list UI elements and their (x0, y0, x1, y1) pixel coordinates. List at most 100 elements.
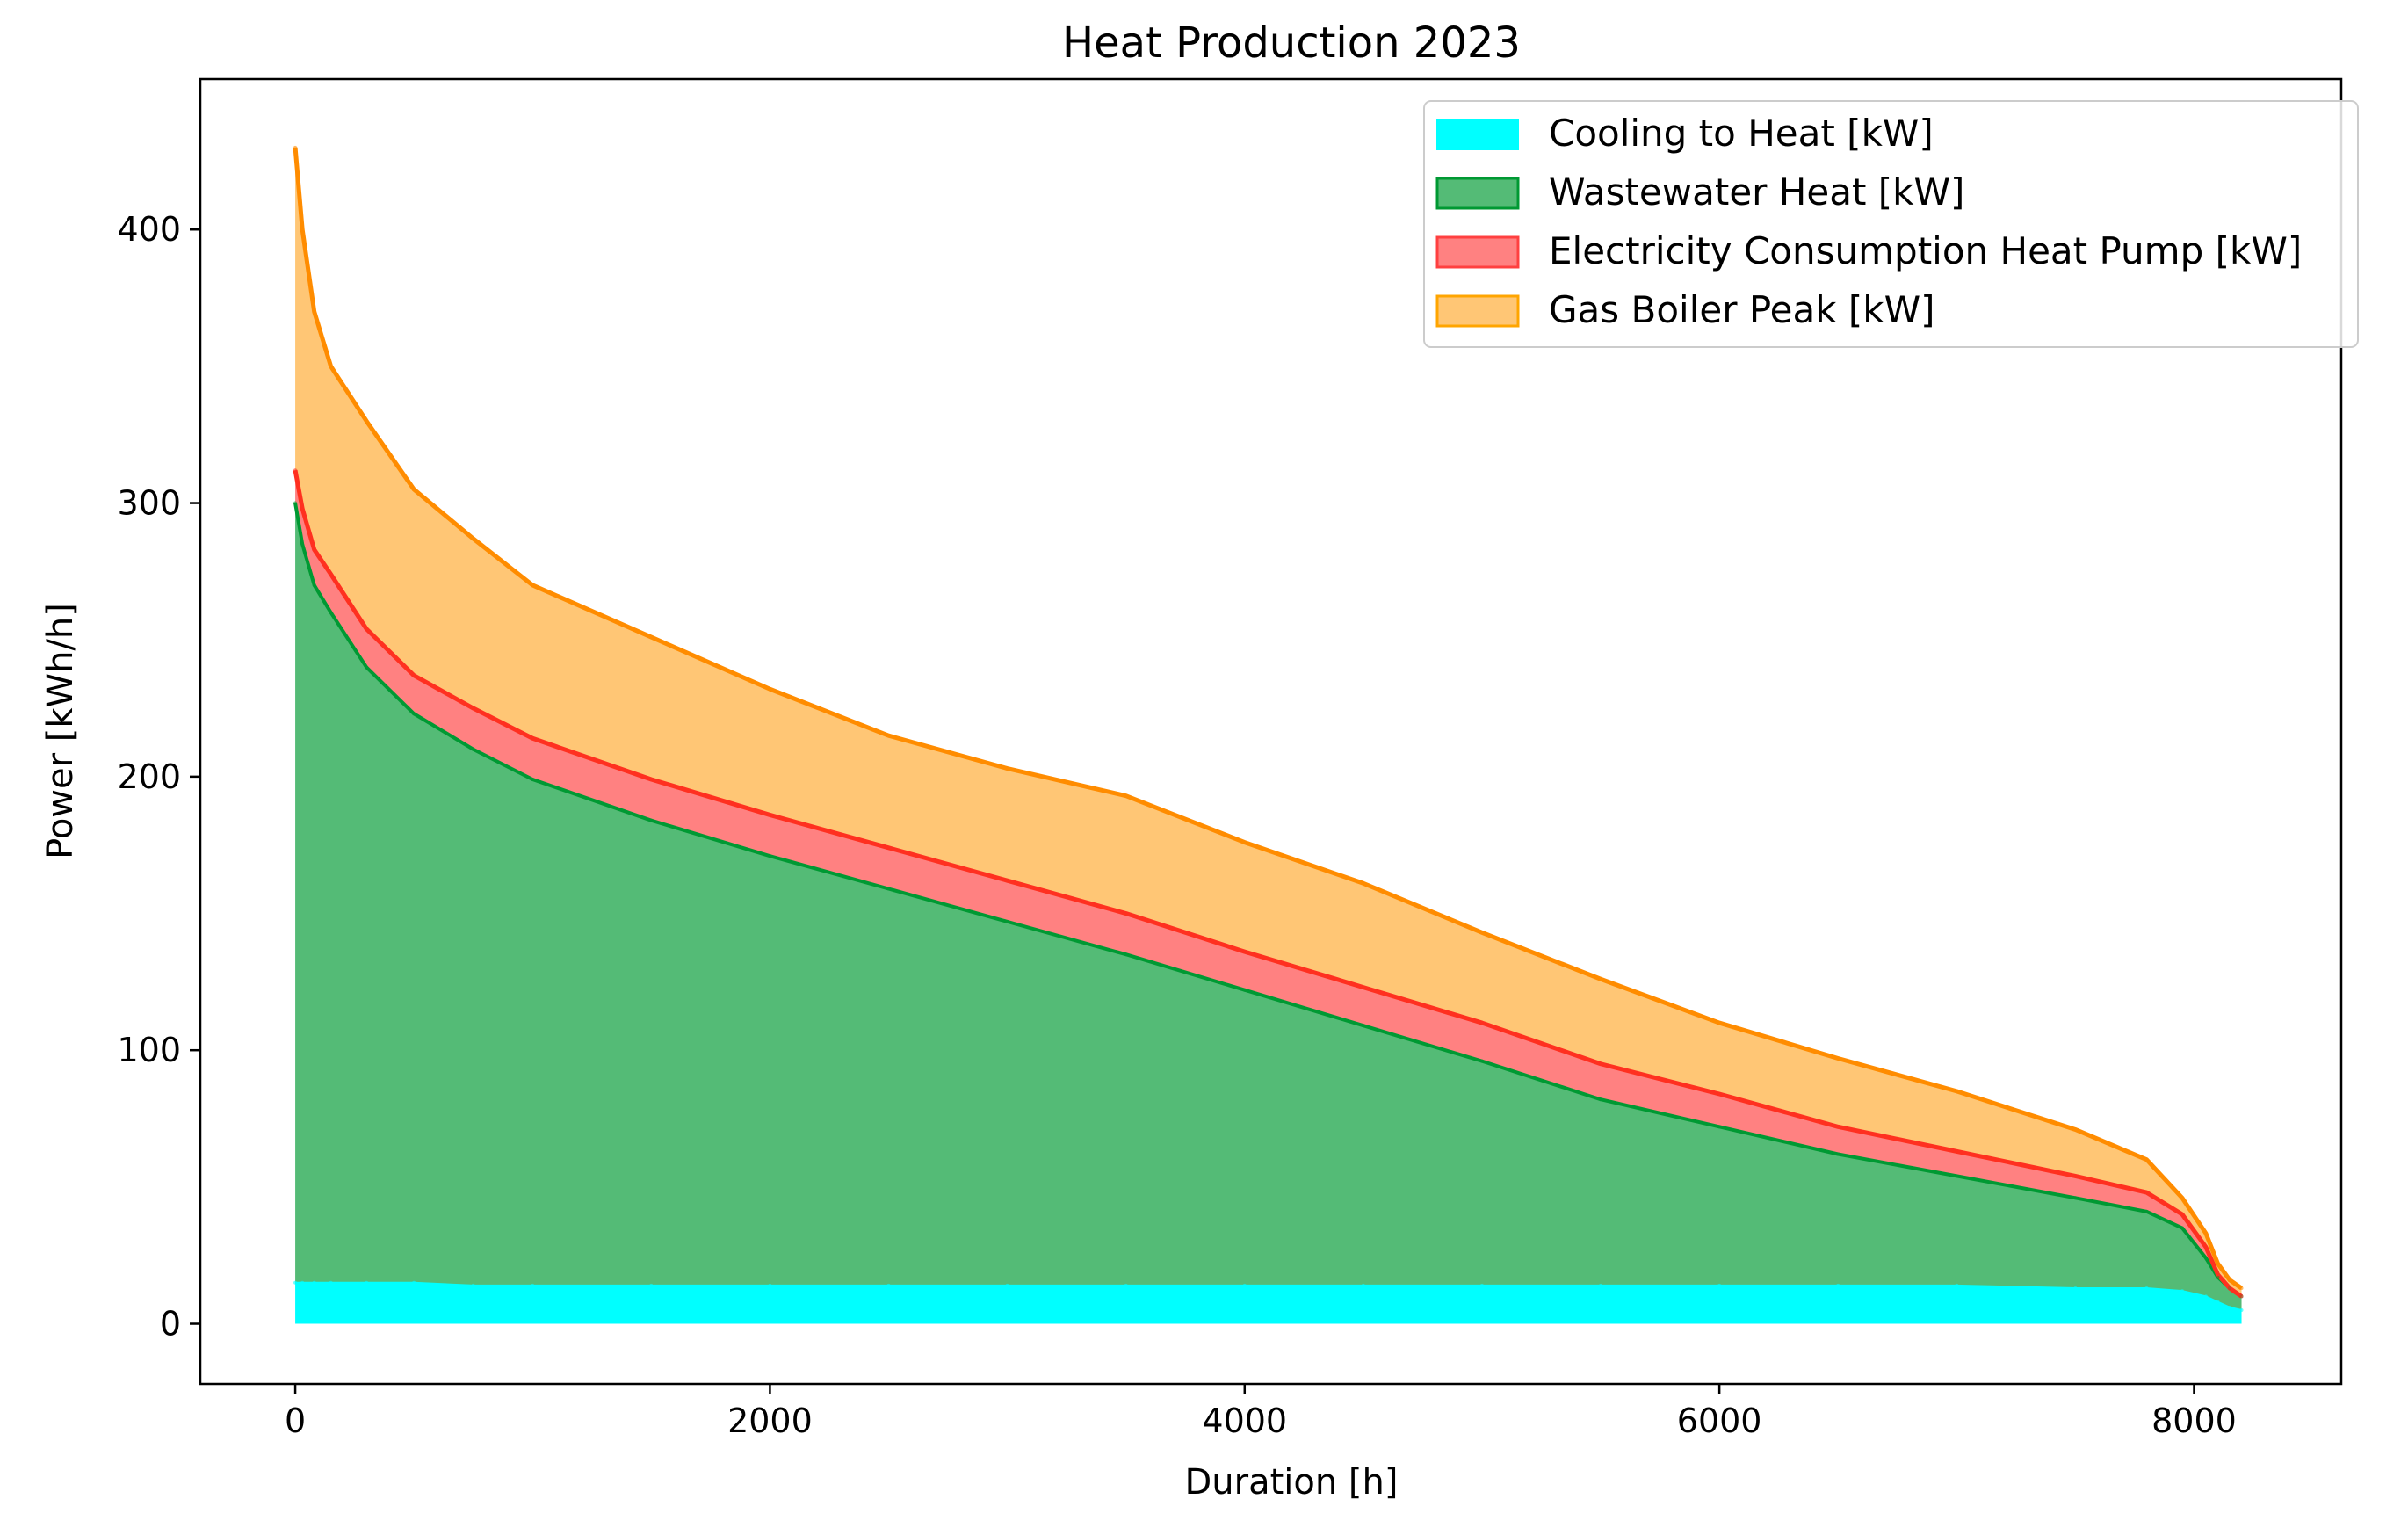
point-cooling-15 (1479, 1283, 1484, 1287)
point-cooling-9 (768, 1283, 772, 1287)
point-electricity-10 (886, 845, 891, 850)
point-electricity-2 (312, 547, 316, 552)
y-tick-label-1: 100 (117, 1031, 181, 1069)
point-wastewater-9 (768, 854, 772, 858)
point-wastewater-7 (531, 777, 535, 781)
point-gas-9 (768, 687, 772, 692)
point-gas-16 (1599, 977, 1603, 981)
point-wastewater-6 (471, 747, 475, 751)
point-cooling-26 (2239, 1307, 2244, 1312)
x-axis-label: Duration [h] (1184, 1462, 1398, 1503)
point-gas-14 (1361, 881, 1365, 886)
point-gas-5 (412, 487, 416, 491)
x-tick-label-4: 8000 (2151, 1401, 2237, 1440)
point-cooling-17 (1717, 1283, 1722, 1287)
point-wastewater-15 (1479, 1059, 1484, 1063)
point-cooling-20 (2073, 1286, 2078, 1291)
point-electricity-5 (412, 673, 416, 677)
point-gas-2 (312, 309, 316, 314)
point-electricity-6 (471, 706, 475, 711)
point-electricity-21 (2144, 1191, 2149, 1195)
legend-label-gas: Gas Boiler Peak [kW] (1549, 288, 1935, 331)
point-electricity-20 (2073, 1174, 2078, 1178)
point-wastewater-21 (2144, 1209, 2149, 1213)
point-gas-23 (2203, 1231, 2208, 1235)
point-wastewater-8 (649, 818, 654, 822)
point-electricity-17 (1717, 1092, 1722, 1096)
point-cooling-8 (649, 1283, 654, 1287)
point-electricity-9 (768, 813, 772, 817)
point-wastewater-4 (365, 665, 369, 670)
point-wastewater-1 (300, 542, 305, 547)
legend-swatch-wastewater (1435, 177, 1520, 210)
area-gas (295, 147, 2242, 1297)
point-wastewater-20 (2073, 1196, 2078, 1200)
point-gas-6 (471, 537, 475, 541)
plot-area (293, 145, 2244, 1324)
area-wastewater (295, 503, 2242, 1310)
point-wastewater-24 (2216, 1275, 2220, 1279)
point-gas-1 (300, 228, 305, 232)
point-electricity-11 (1005, 879, 1009, 883)
point-cooling-14 (1361, 1283, 1365, 1287)
point-cooling-24 (2216, 1300, 2220, 1304)
legend-frame (1423, 100, 2359, 348)
point-cooling-5 (412, 1280, 416, 1285)
axis-ticks: 0 2000 4000 6000 8000 0 100 200 300 400 (117, 210, 2236, 1440)
point-cooling-23 (2203, 1294, 2208, 1299)
y-tick-label-3: 300 (117, 484, 181, 523)
point-cooling-12 (1124, 1283, 1128, 1287)
point-gas-20 (2073, 1127, 2078, 1132)
point-electricity-23 (2203, 1245, 2208, 1249)
point-wastewater-18 (1836, 1152, 1840, 1156)
point-cooling-16 (1599, 1283, 1603, 1287)
y-tick-label-4: 400 (117, 210, 181, 249)
point-cooling-2 (312, 1280, 316, 1285)
point-gas-0 (293, 145, 298, 149)
point-wastewater-12 (1124, 952, 1128, 957)
point-electricity-0 (293, 468, 298, 473)
point-gas-19 (1955, 1089, 1959, 1093)
legend-label-cooling: Cooling to Heat [kW] (1549, 112, 1934, 155)
point-cooling-3 (329, 1280, 333, 1285)
point-gas-4 (365, 419, 369, 424)
y-axis-label: Power [kWh/h] (40, 603, 81, 859)
area-cooling (295, 1282, 2242, 1324)
point-wastewater-2 (312, 583, 316, 587)
point-electricity-24 (2216, 1272, 2220, 1277)
point-electricity-19 (1955, 1149, 1959, 1154)
point-gas-26 (2239, 1286, 2244, 1291)
point-gas-17 (1717, 1021, 1722, 1025)
point-electricity-12 (1124, 911, 1128, 916)
point-wastewater-19 (1955, 1174, 1959, 1178)
point-wastewater-14 (1361, 1024, 1365, 1028)
point-gas-10 (886, 734, 891, 738)
point-gas-15 (1479, 931, 1484, 935)
legend-swatch-electricity (1435, 235, 1520, 269)
x-tick-label-3: 6000 (1677, 1401, 1762, 1440)
point-electricity-14 (1361, 985, 1365, 989)
point-electricity-8 (649, 777, 654, 781)
point-gas-18 (1836, 1056, 1840, 1061)
point-wastewater-16 (1599, 1097, 1603, 1102)
legend-label-wastewater: Wastewater Heat [kW] (1549, 170, 1964, 214)
x-tick-label-1: 2000 (727, 1401, 813, 1440)
point-wastewater-3 (329, 611, 333, 615)
point-electricity-13 (1242, 950, 1247, 954)
point-cooling-25 (2228, 1305, 2232, 1309)
point-gas-24 (2216, 1262, 2220, 1266)
point-gas-11 (1005, 766, 1009, 771)
point-wastewater-22 (2180, 1226, 2184, 1230)
point-cooling-18 (1836, 1283, 1840, 1287)
point-wastewater-0 (293, 501, 298, 505)
point-wastewater-11 (1005, 919, 1009, 923)
point-wastewater-10 (886, 887, 891, 891)
point-electricity-15 (1479, 1021, 1484, 1025)
point-wastewater-5 (412, 712, 416, 716)
point-wastewater-17 (1717, 1125, 1722, 1129)
point-electricity-16 (1599, 1061, 1603, 1066)
x-tick-label-0: 0 (285, 1401, 306, 1440)
y-tick-label-0: 0 (160, 1305, 181, 1344)
point-gas-21 (2144, 1157, 2149, 1162)
